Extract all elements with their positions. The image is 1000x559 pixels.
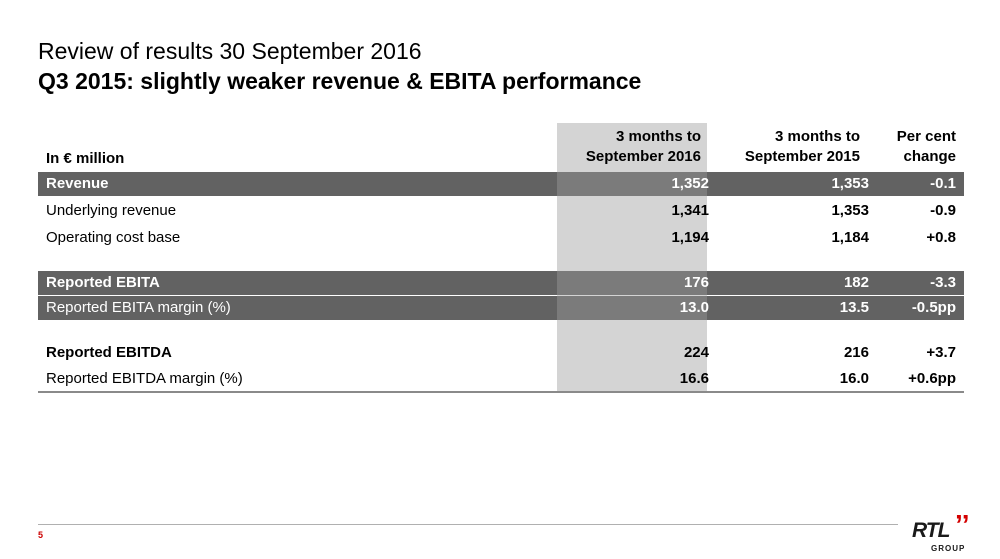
row-value-change: -0.9 [930, 202, 956, 219]
row-value-2016: 16.6 [679, 370, 709, 387]
table-row-revenue: Revenue 1,352 1,353 -0.1 [38, 172, 964, 196]
row-value-2016: 13.0 [679, 299, 709, 316]
logo-rtl-text: RTL [912, 519, 950, 542]
logo-quote-mark: ’’ [955, 509, 970, 540]
header-col-change: Per cent change [897, 127, 956, 167]
row-value-change: -0.1 [930, 175, 956, 192]
row-value-change: -0.5pp [911, 299, 956, 316]
header-col-2016-line2: September 2016 [585, 148, 701, 165]
row-value-2015: 182 [843, 274, 869, 291]
slide-subtitle: Q3 2015: slightly weaker revenue & EBITA… [38, 68, 642, 94]
highlight-cell [557, 271, 707, 295]
row-value-2016: 176 [683, 274, 709, 291]
highlight-column [557, 123, 707, 392]
header-col-2016-line1: 3 months to [616, 128, 701, 145]
table-row-reported-ebitda-margin: Reported EBITDA margin (%) 16.6 16.0 +0.… [38, 367, 964, 391]
table-row-reported-ebitda: Reported EBITDA 224 216 +3.7 [38, 341, 964, 365]
table-row-reported-ebita-margin: Reported EBITA margin (%) 13.0 13.5 -0.5… [38, 296, 964, 320]
row-value-change: +0.8 [926, 229, 956, 246]
header-label: In € million [46, 150, 125, 167]
table-header: In € million 3 months to September 2016 … [38, 123, 964, 171]
header-col-change-line2: change [903, 148, 956, 165]
row-label: Revenue [46, 175, 109, 192]
table-row-reported-ebita: Reported EBITA 176 182 -3.3 [38, 271, 964, 295]
rtl-group-logo: RTL ’’ GROUP [905, 509, 985, 553]
row-label: Reported EBITA margin (%) [46, 299, 231, 316]
header-col-2016: 3 months to September 2016 [586, 127, 701, 167]
row-label: Reported EBITA [46, 274, 160, 291]
row-value-2016: 224 [683, 344, 709, 361]
page-number: 5 [38, 530, 44, 540]
table-row-underlying-revenue: Underlying revenue 1,341 1,353 -0.9 [38, 199, 964, 223]
row-value-change: +0.6pp [908, 370, 956, 387]
header-col-change-line1: Per cent [896, 128, 956, 145]
table-row-operating-cost-base: Operating cost base 1,194 1,184 +0.8 [38, 226, 964, 250]
row-value-2016: 1,341 [671, 202, 709, 219]
row-value-2016: 1,194 [671, 229, 709, 246]
row-label: Operating cost base [46, 229, 181, 246]
header-col-2015-line2: September 2015 [744, 148, 860, 165]
row-value-2015: 13.5 [839, 299, 869, 316]
footer-divider [38, 524, 898, 525]
row-value-2016: 1,352 [671, 175, 709, 192]
highlight-cell [557, 172, 707, 196]
slide-title: Review of results 30 September 2016 [38, 38, 422, 64]
row-value-2015: 16.0 [839, 370, 869, 387]
row-label: Reported EBITDA margin (%) [46, 370, 243, 387]
row-value-change: +3.7 [926, 344, 956, 361]
highlight-cell [557, 296, 707, 320]
row-label: Reported EBITDA [46, 344, 172, 361]
row-value-change: -3.3 [930, 274, 956, 291]
table-bottom-rule [38, 391, 964, 393]
row-label: Underlying revenue [46, 202, 177, 219]
row-value-2015: 1,184 [831, 229, 869, 246]
row-value-2015: 1,353 [831, 175, 869, 192]
header-col-2015-line1: 3 months to [775, 128, 860, 145]
logo-group-text: GROUP [931, 544, 966, 553]
header-col-2015: 3 months to September 2015 [745, 127, 860, 167]
row-value-2015: 216 [843, 344, 869, 361]
row-value-2015: 1,353 [831, 202, 869, 219]
